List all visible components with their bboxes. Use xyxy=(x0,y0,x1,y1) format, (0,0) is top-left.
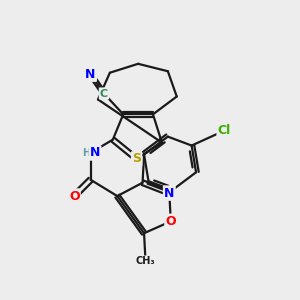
Text: O: O xyxy=(166,215,176,228)
Text: N: N xyxy=(90,146,100,160)
Text: N: N xyxy=(85,68,96,81)
Text: H: H xyxy=(82,148,91,158)
Text: Cl: Cl xyxy=(218,124,231,137)
Text: CH₃: CH₃ xyxy=(136,256,155,266)
Text: O: O xyxy=(69,190,80,202)
Text: S: S xyxy=(132,152,141,165)
Text: N: N xyxy=(164,187,175,200)
Text: C: C xyxy=(100,88,108,98)
